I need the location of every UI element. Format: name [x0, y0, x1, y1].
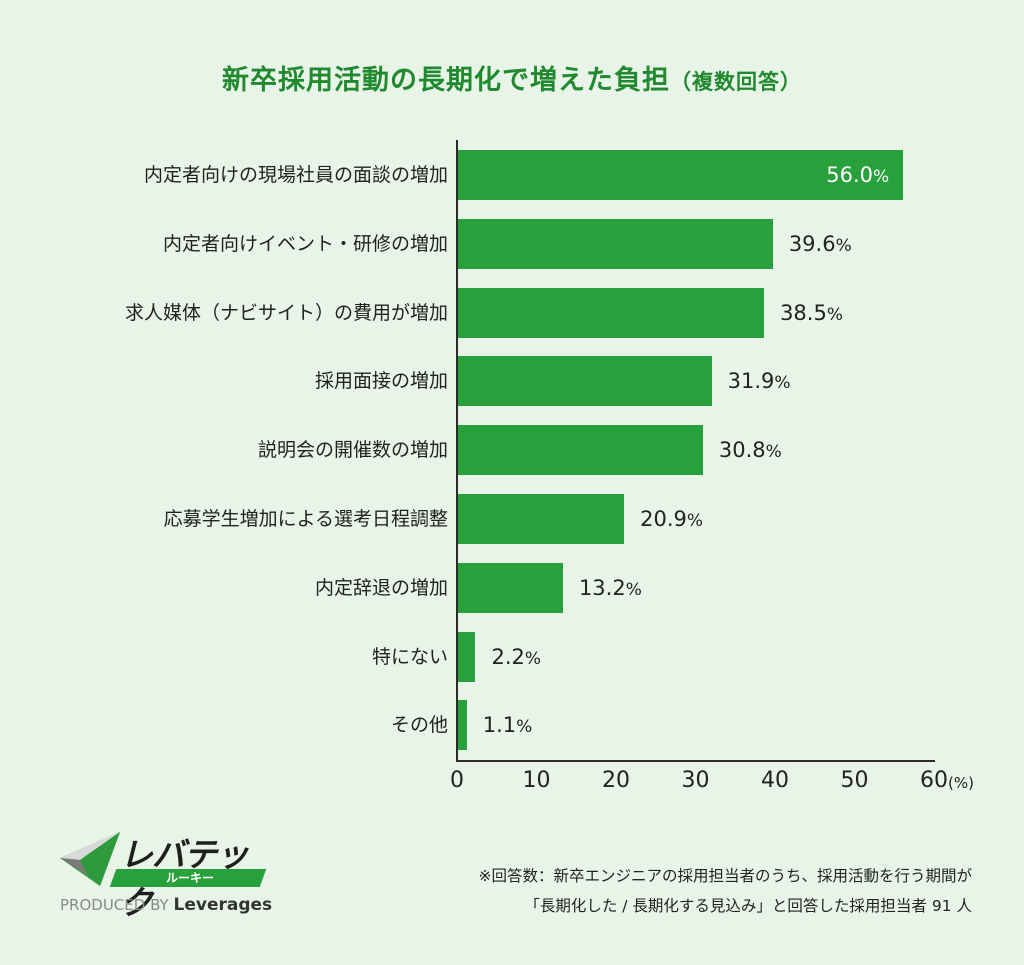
value-label: 56.0%	[826, 150, 889, 200]
category-label: 説明会の開催数の増加	[257, 439, 448, 462]
y-axis-line	[456, 140, 458, 762]
value-label: 20.9%	[640, 494, 703, 544]
bar-row: 特にない 2.2%	[0, 631, 1024, 682]
bar	[458, 425, 703, 476]
x-axis-unit: (%)	[948, 774, 974, 792]
value-percent-sign: %	[873, 167, 890, 187]
bar-row: その他 1.1%	[0, 700, 1024, 751]
checkmark-logo-icon	[60, 832, 120, 886]
value-label: 1.1%	[483, 700, 533, 750]
bar-row: 内定者向けイベント・研修の増加 39.6%	[0, 218, 1024, 269]
category-label: 応募学生増加による選考日程調整	[163, 508, 448, 530]
bar-row: 説明会の開催数の増加 30.8%	[0, 425, 1024, 476]
x-tick-label: 0	[450, 768, 464, 793]
value-percent-sign: %	[774, 373, 791, 394]
value-percent-sign: %	[524, 648, 542, 669]
bar	[458, 356, 712, 407]
value-label: 13.2%	[579, 563, 642, 613]
value-number: 13.2	[578, 575, 626, 600]
bar	[458, 287, 765, 338]
logo-name: レバテック	[120, 835, 249, 922]
value-label: 30.8%	[719, 425, 782, 475]
x-tick-label: 20	[602, 768, 630, 793]
category-label: 特にない	[371, 645, 448, 668]
footnote-line-2: 「長期化した / 長期化する見込み」と回答した採用担当者 91 人	[524, 897, 972, 915]
footnote: ※回答数：新卒エンジニアの採用担当者のうち、採用活動を行う期間が 「長期化した …	[479, 861, 973, 921]
logo-band-text: ルーキー	[165, 871, 214, 885]
value-label: 39.6%	[789, 219, 852, 269]
x-tick-label: 40	[761, 768, 789, 793]
value-number: 2.2	[491, 644, 525, 669]
chart-title: 新卒採用活動の長期化で増えた負担（複数回答）	[0, 58, 1024, 97]
value-number: 31.9	[727, 369, 775, 394]
levtech-rookie-logo: レバテック ルーキー PRODUCED BY Leverages	[58, 828, 278, 922]
value-percent-sign: %	[835, 235, 852, 256]
bar-row: 内定辞退の増加 13.2%	[0, 562, 1024, 613]
bar-row: 採用面接の増加 31.9%	[0, 356, 1024, 407]
bar-row: 応募学生増加による選考日程調整 20.9%	[0, 494, 1024, 544]
bar-row: 内定者向けの現場社員の面談の増加 56.0%	[0, 150, 1024, 200]
value-percent-sign: %	[686, 511, 704, 531]
x-tick-label: 50	[840, 768, 869, 793]
chart-title-sub: （複数回答）	[670, 70, 802, 94]
value-number: 38.5	[780, 300, 827, 325]
bar	[458, 218, 773, 269]
category-label: 採用面接の増加	[314, 370, 448, 393]
value-label: 38.5%	[780, 288, 843, 338]
x-tick-label: 30	[681, 768, 710, 793]
chart-title-main: 新卒採用活動の長期化で増えた負担	[222, 65, 670, 96]
bar	[458, 700, 467, 751]
value-number: 20.9	[640, 507, 687, 531]
category-label: 求人媒体（ナビサイト）の費用が増加	[124, 301, 448, 324]
company-name: Leverages	[173, 895, 273, 915]
value-percent-sign: %	[826, 304, 843, 325]
value-number: 1.1	[482, 713, 517, 738]
x-tick-label: 60	[920, 768, 948, 793]
bar	[458, 494, 625, 544]
category-label: 内定辞退の増加	[314, 576, 448, 599]
category-label: 内定者向けの現場社員の面談の増加	[143, 164, 448, 186]
value-label: 2.2%	[491, 632, 541, 682]
bar	[458, 562, 563, 613]
footnote-line-1: ※回答数：新卒エンジニアの採用担当者のうち、採用活動を行う期間が	[478, 867, 973, 885]
bar	[458, 631, 476, 682]
value-percent-sign: %	[765, 442, 782, 463]
produced-by-label: PRODUCED BY	[60, 896, 169, 914]
value-number: 39.6	[788, 231, 836, 256]
value-percent-sign: %	[516, 717, 533, 738]
produced-by: PRODUCED BY Leverages	[60, 895, 272, 915]
value-number: 30.8	[718, 438, 766, 463]
x-tick-label: 10	[522, 768, 551, 793]
bar	[458, 150, 904, 200]
category-label: 内定者向けイベント・研修の増加	[162, 232, 448, 255]
x-axis-line	[456, 760, 935, 762]
bar-row: 求人媒体（ナビサイト）の費用が増加 38.5%	[0, 287, 1024, 338]
value-number: 56.0	[826, 163, 874, 187]
category-label: その他	[390, 714, 448, 737]
value-label: 31.9%	[728, 356, 791, 406]
value-percent-sign: %	[625, 579, 642, 600]
